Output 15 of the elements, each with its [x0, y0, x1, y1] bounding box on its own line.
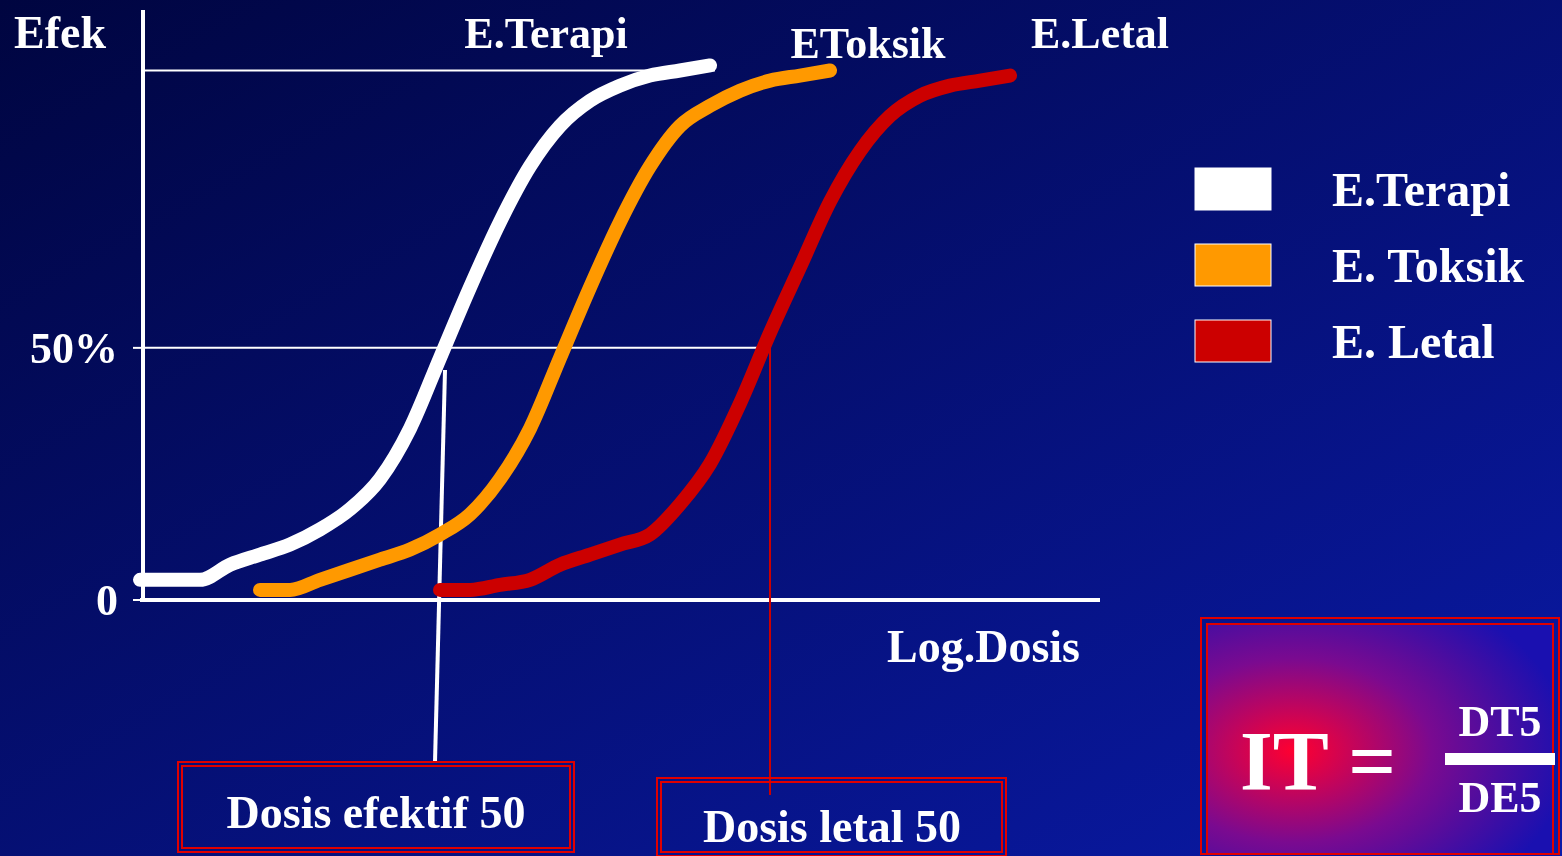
- annotation: EToksik: [790, 19, 946, 68]
- legend-label: E.Terapi: [1332, 162, 1511, 216]
- y-tick-label: 50%: [30, 324, 118, 374]
- y-axis-title: Efek: [14, 7, 107, 58]
- text: IT =: [1239, 715, 1397, 808]
- text: Dosis efektif 50: [226, 787, 526, 838]
- legend-label: E. Toksik: [1332, 238, 1525, 292]
- legend-label: E. Letal: [1332, 314, 1495, 368]
- y-tick-label: 0: [96, 576, 118, 626]
- text: DT5: [1458, 697, 1542, 746]
- text: DE5: [1458, 773, 1542, 822]
- annotation: E.Terapi: [464, 9, 628, 58]
- x-axis-title: Log.Dosis: [887, 621, 1080, 672]
- text: Dosis letal 50: [702, 801, 962, 852]
- annotation: E.Letal: [1030, 9, 1170, 58]
